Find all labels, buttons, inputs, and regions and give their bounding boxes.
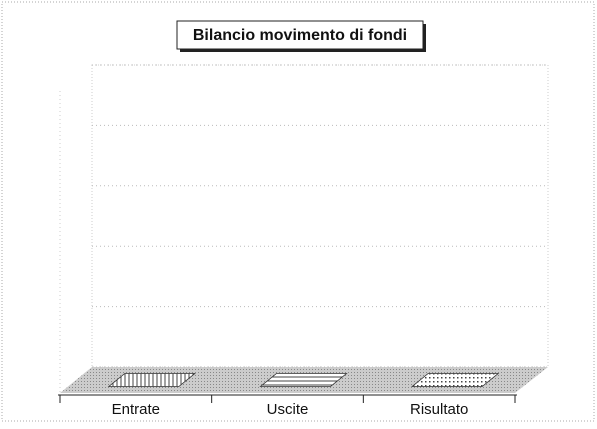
chart-title: Bilancio movimento di fondi xyxy=(193,27,407,44)
x-tick-label: Uscite xyxy=(267,401,309,418)
back-wall xyxy=(91,64,549,368)
bar-top xyxy=(259,373,348,387)
title-box xyxy=(176,20,424,50)
bar-top xyxy=(411,373,500,387)
x-tick-label: Entrate xyxy=(112,401,160,418)
frame xyxy=(1,1,595,422)
bar-top xyxy=(107,373,196,387)
x-tick-label: Risultato xyxy=(410,401,468,418)
